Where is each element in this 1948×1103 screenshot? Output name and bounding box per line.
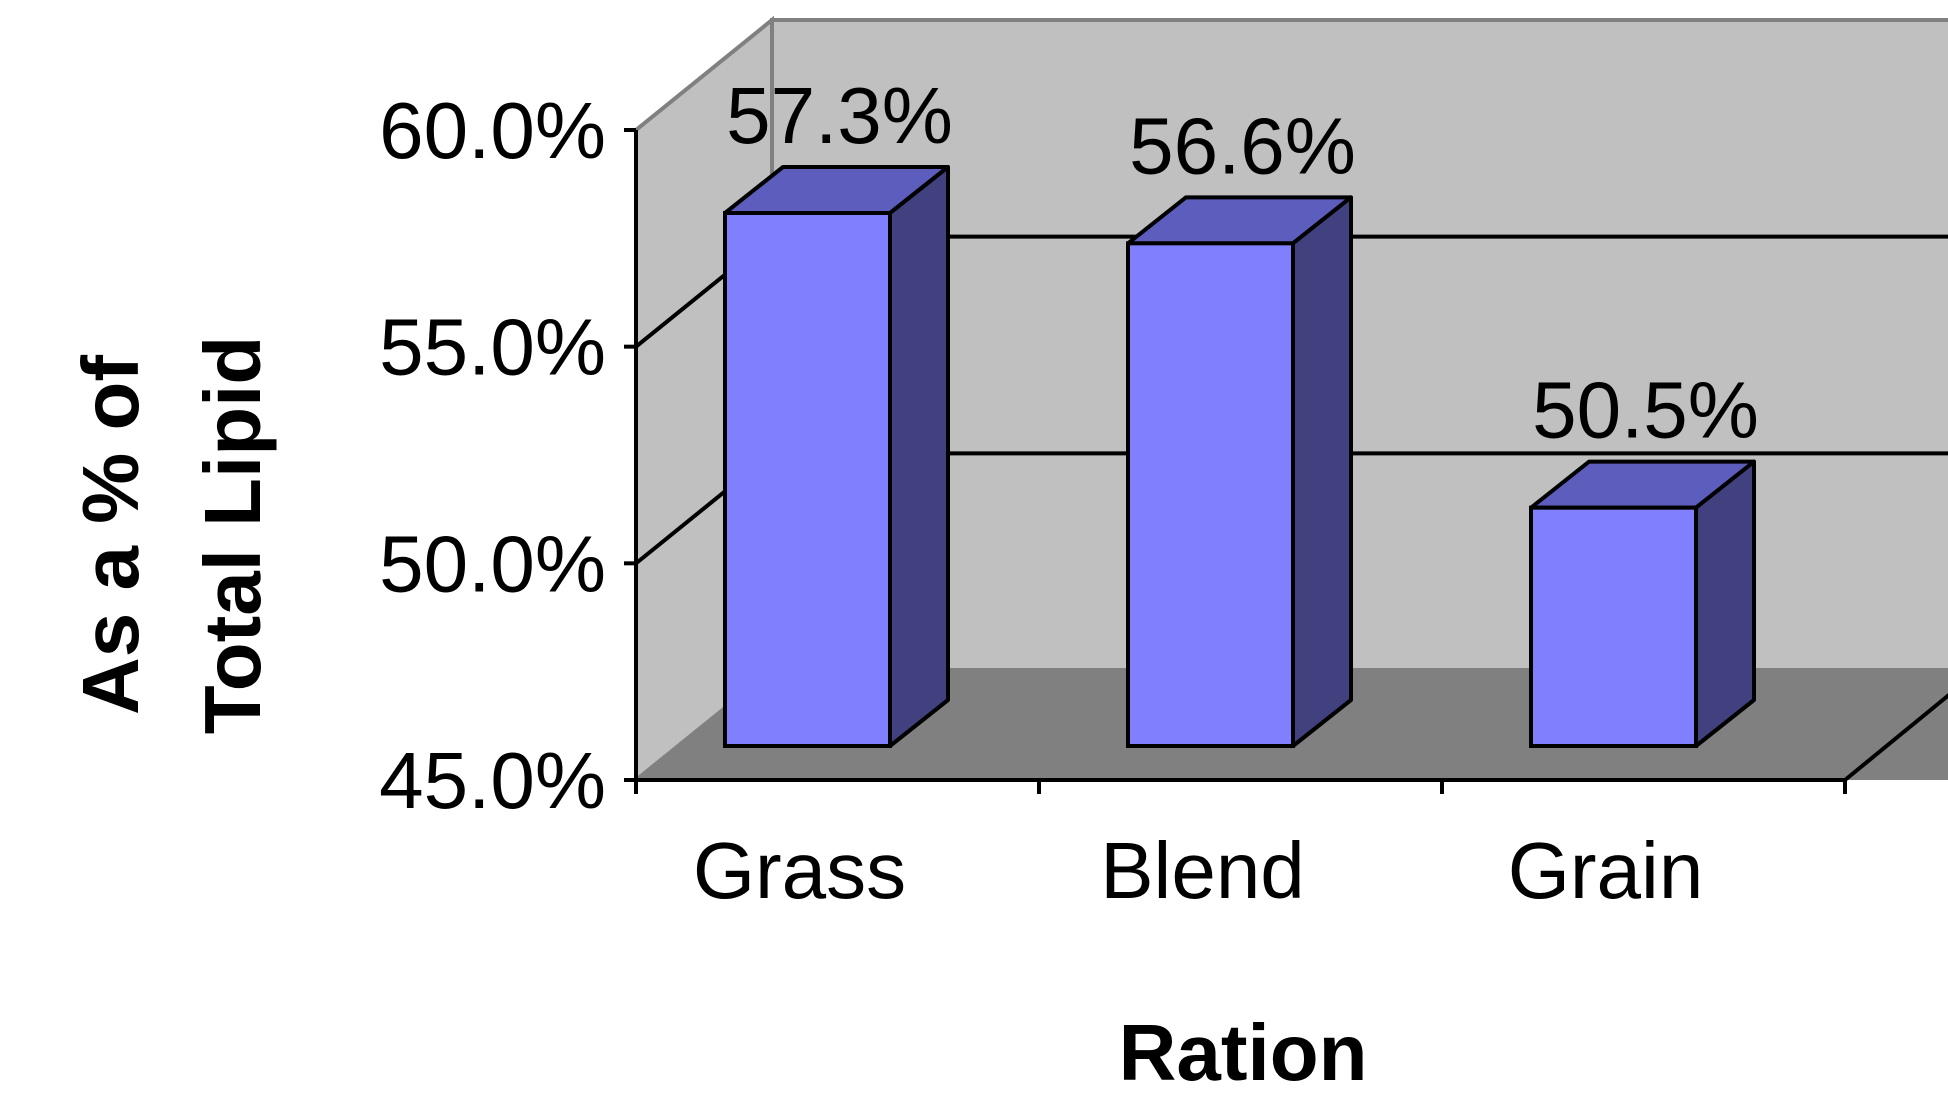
labels: 45.0% 50.0% 55.0% 60.0% 57.3% Grass 56.6% Blend… <box>379 71 1759 915</box>
bar-side-grain <box>1694 459 1756 748</box>
y-axis-title-line-1: As a % of <box>66 355 155 715</box>
data-label-grain: 50.5% <box>1532 366 1759 455</box>
bar-blend <box>1126 195 1353 748</box>
x-axis-title: Ration <box>1119 1008 1368 1097</box>
y-tick-label-3: 60.0% <box>379 86 606 175</box>
bar-grass <box>723 165 950 748</box>
axes <box>624 128 1948 794</box>
x-axis-depth-edge <box>1843 693 1948 782</box>
x-tick-label-grain: Grain <box>1508 826 1704 915</box>
bar-front-blend <box>1126 241 1295 748</box>
y-axis-title-line-2: Total Lipid <box>188 336 277 734</box>
y-tick-label-1: 50.0% <box>379 519 606 608</box>
x-tick-label-blend: Blend <box>1100 826 1305 915</box>
bar-front-grass <box>723 211 892 748</box>
bar-side-grass <box>888 165 950 748</box>
bar-side-blend <box>1291 195 1353 748</box>
data-label-grass: 57.3% <box>726 71 953 160</box>
x-tick-label-grass: Grass <box>693 826 906 915</box>
y-tick-label-0: 45.0% <box>379 736 606 825</box>
bars <box>723 165 1756 748</box>
data-label-blend: 56.6% <box>1129 101 1356 190</box>
y-tick-label-2: 55.0% <box>379 303 606 392</box>
bar-front-grain <box>1529 505 1698 748</box>
bar-grain <box>1529 459 1756 748</box>
y-axis-title: As a % of Total Lipid <box>66 336 277 734</box>
